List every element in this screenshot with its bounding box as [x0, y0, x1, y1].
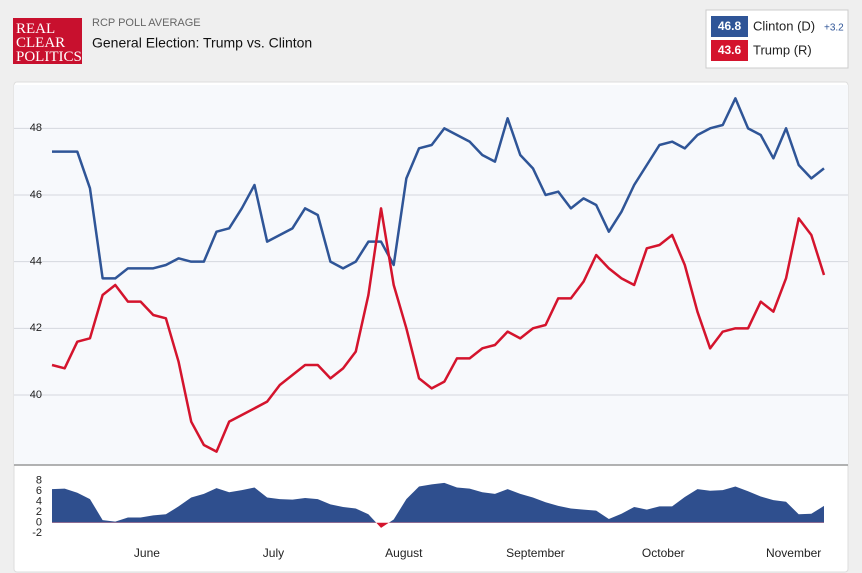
- logo-line: CLEAR: [16, 35, 65, 51]
- y-tick-label: 42: [30, 322, 42, 334]
- legend-name: Clinton (D): [753, 18, 815, 33]
- logo-line: POLITICS: [16, 49, 82, 65]
- x-tick-label: July: [263, 546, 284, 560]
- y-tick-label: 4: [36, 496, 42, 508]
- x-tick-label: November: [766, 546, 821, 560]
- plot-area: [14, 85, 848, 465]
- spread-area: [52, 482, 824, 528]
- legend-value: 46.8: [718, 19, 742, 33]
- x-tick-label: September: [506, 546, 565, 560]
- legend-name: Trump (R): [753, 42, 812, 57]
- legend-swatch: [711, 16, 748, 37]
- logo-box: [13, 18, 82, 64]
- y-tick-label: 46: [30, 189, 42, 201]
- legend-swatch: [711, 40, 748, 61]
- logo-line: REAL: [16, 21, 55, 37]
- y-tick-label: 48: [30, 122, 42, 134]
- y-tick-label: -2: [32, 527, 42, 539]
- x-tick-label: October: [642, 546, 685, 560]
- x-tick-label: August: [385, 546, 423, 560]
- y-tick-label: 2: [36, 506, 42, 518]
- y-tick-label: 40: [30, 389, 42, 401]
- series-line: [51, 207, 826, 453]
- y-tick-label: 8: [36, 475, 42, 487]
- source-label: RCP POLL AVERAGE: [92, 17, 201, 29]
- x-tick-label: June: [134, 546, 160, 560]
- y-tick-label: 6: [36, 485, 42, 497]
- series-line: [52, 97, 825, 280]
- spread-label: +3.2: [824, 23, 844, 34]
- chart-title: General Election: Trump vs. Clinton: [92, 35, 312, 51]
- y-tick-label: 44: [30, 256, 42, 268]
- legend-value: 43.6: [718, 43, 742, 57]
- y-tick-label: 0: [36, 517, 42, 529]
